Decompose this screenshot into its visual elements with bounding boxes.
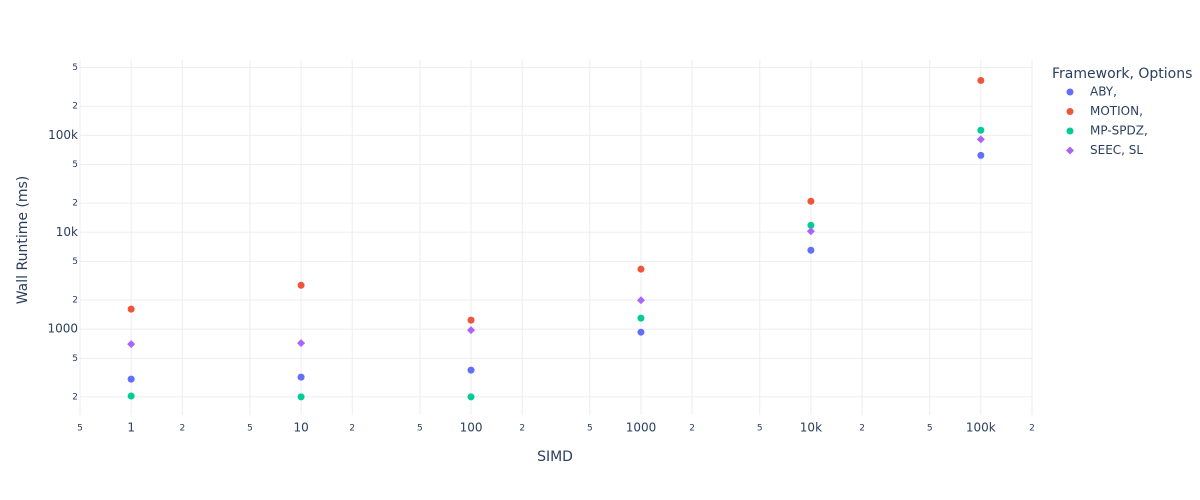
data-point <box>977 126 985 134</box>
legend-marker <box>1066 127 1074 135</box>
data-point <box>976 135 985 144</box>
y-tick-label: 10k <box>56 225 78 239</box>
y-tick-label: 2 <box>72 102 78 112</box>
x-axis-title: SIMD <box>537 449 573 465</box>
data-point <box>297 393 305 401</box>
x-tick-label: 2 <box>519 424 525 434</box>
legend: Framework, Options ABY, MOTION, MP-SPDZ, SE… <box>1052 66 1192 157</box>
x-tick-label: 1 <box>127 421 135 435</box>
data-point <box>636 296 645 305</box>
legend-item[interactable]: MP-SPDZ, <box>1066 124 1148 138</box>
y-tick-label: 2 <box>72 392 78 402</box>
data-point <box>297 373 305 381</box>
axes: 2 5 1000 2 5 10k 2 5 100k 2 5 5 1 2 5 10 2 5 100 2 5 1000 2 5 10… <box>47 63 1034 434</box>
data-point <box>807 246 815 254</box>
y-tick-label: 1000 <box>47 322 78 336</box>
y-tick-label: 5 <box>72 160 78 170</box>
grid <box>79 60 1033 415</box>
data-point <box>467 366 475 374</box>
x-tick-label: 5 <box>417 424 423 434</box>
x-tick-label: 2 <box>859 424 865 434</box>
y-axis-title: Wall Runtime (ms) <box>15 176 31 305</box>
x-tick-label: 2 <box>349 424 355 434</box>
x-tick-label: 1000 <box>626 421 657 435</box>
x-tick-label: 100k <box>966 421 996 435</box>
data-point <box>637 265 645 273</box>
data-point <box>467 316 475 324</box>
data-point <box>637 314 645 322</box>
x-tick-label: 10 <box>293 421 308 435</box>
y-tick-label: 2 <box>72 295 78 305</box>
legend-label: ABY, <box>1090 85 1117 99</box>
y-tick-label: 5 <box>72 257 78 267</box>
data-point <box>127 340 136 349</box>
x-tick-label: 5 <box>77 424 83 434</box>
x-tick-label: 2 <box>179 424 185 434</box>
x-tick-label: 2 <box>689 424 695 434</box>
data-point <box>807 221 815 229</box>
legend-item[interactable]: MOTION, <box>1066 104 1143 118</box>
legend-marker <box>1066 146 1074 155</box>
legend-label: SEEC, SL <box>1090 143 1143 157</box>
data-point <box>977 76 985 84</box>
x-tick-label: 10k <box>800 421 822 435</box>
data-point <box>297 281 305 289</box>
y-tick-label: 100k <box>48 128 78 142</box>
x-tick-label: 5 <box>927 424 933 434</box>
legend-item[interactable]: SEEC, SL <box>1066 143 1143 157</box>
data-point <box>127 305 135 313</box>
legend-label: MP-SPDZ, <box>1090 124 1148 138</box>
legend-marker <box>1066 88 1074 96</box>
data-point <box>297 339 306 348</box>
data-point <box>977 151 985 159</box>
x-tick-label: 5 <box>247 424 253 434</box>
y-tick-label: 2 <box>72 199 78 209</box>
data-point <box>127 392 135 400</box>
x-tick-label: 2 <box>1029 424 1035 434</box>
data-point <box>467 393 475 401</box>
y-tick-label: 5 <box>72 354 78 364</box>
data-point <box>807 197 815 205</box>
data-point <box>467 326 476 335</box>
legend-title: Framework, Options <box>1052 66 1192 82</box>
data-point <box>637 328 645 336</box>
legend-item[interactable]: ABY, <box>1066 85 1117 99</box>
data-point <box>127 375 135 383</box>
x-tick-label: 100 <box>460 421 483 435</box>
x-tick-label: 5 <box>757 424 763 434</box>
legend-label: MOTION, <box>1090 104 1143 118</box>
data-point <box>806 227 815 236</box>
marks <box>127 76 985 401</box>
y-tick-label: 5 <box>72 63 78 73</box>
legend-marker <box>1066 108 1074 115</box>
x-tick-label: 5 <box>587 424 593 434</box>
